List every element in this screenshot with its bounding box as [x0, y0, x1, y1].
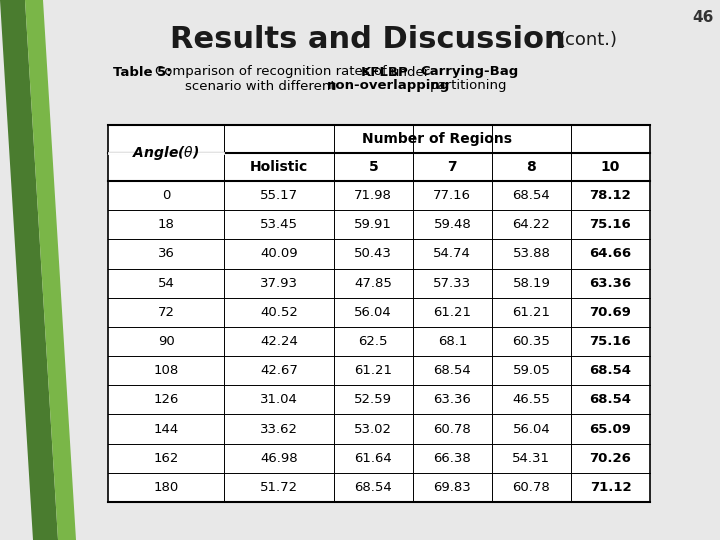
Text: Angle($\theta$): Angle($\theta$) — [132, 144, 200, 162]
Polygon shape — [0, 0, 58, 540]
Text: 37.93: 37.93 — [260, 276, 298, 289]
Text: 63.36: 63.36 — [590, 276, 631, 289]
Text: 77.16: 77.16 — [433, 189, 472, 202]
Text: 61.21: 61.21 — [433, 306, 472, 319]
Text: 52.59: 52.59 — [354, 393, 392, 407]
Text: 70.26: 70.26 — [590, 452, 631, 465]
Text: 68.1: 68.1 — [438, 335, 467, 348]
Text: 59.91: 59.91 — [354, 218, 392, 231]
Text: 7: 7 — [448, 160, 457, 174]
Text: 53.88: 53.88 — [513, 247, 550, 260]
Text: 75.16: 75.16 — [590, 335, 631, 348]
Text: 70.69: 70.69 — [590, 306, 631, 319]
Text: partitioning: partitioning — [430, 79, 508, 92]
Text: 72: 72 — [158, 306, 175, 319]
Polygon shape — [25, 0, 76, 540]
Text: Carrying-Bag: Carrying-Bag — [420, 65, 518, 78]
Text: 46.98: 46.98 — [260, 452, 298, 465]
Text: 31.04: 31.04 — [260, 393, 298, 407]
Text: Comparison of recognition rates of: Comparison of recognition rates of — [155, 65, 387, 78]
Text: 78.12: 78.12 — [590, 189, 631, 202]
Text: 40.09: 40.09 — [260, 247, 298, 260]
Text: 57.33: 57.33 — [433, 276, 472, 289]
Text: 75.16: 75.16 — [590, 218, 631, 231]
Text: 47.85: 47.85 — [354, 276, 392, 289]
Text: Holistic: Holistic — [250, 160, 308, 174]
Text: 42.24: 42.24 — [260, 335, 298, 348]
Text: 60.35: 60.35 — [513, 335, 550, 348]
Text: 5: 5 — [369, 160, 378, 174]
Text: 68.54: 68.54 — [513, 189, 550, 202]
Text: 66.38: 66.38 — [433, 452, 471, 465]
Text: 53.45: 53.45 — [260, 218, 298, 231]
Text: 162: 162 — [153, 452, 179, 465]
Text: 61.21: 61.21 — [354, 364, 392, 377]
Text: 50.43: 50.43 — [354, 247, 392, 260]
Text: 46.55: 46.55 — [513, 393, 550, 407]
Text: 64.22: 64.22 — [513, 218, 550, 231]
Text: 54: 54 — [158, 276, 174, 289]
Text: 90: 90 — [158, 335, 174, 348]
Text: 42.67: 42.67 — [260, 364, 298, 377]
Text: (cont.): (cont.) — [558, 31, 617, 49]
Text: 59.05: 59.05 — [513, 364, 550, 377]
Text: 58.19: 58.19 — [513, 276, 550, 289]
Text: 53.02: 53.02 — [354, 422, 392, 436]
Text: 10: 10 — [600, 160, 620, 174]
Text: 59.48: 59.48 — [433, 218, 471, 231]
Text: KFLBP: KFLBP — [361, 65, 409, 78]
Text: 33.62: 33.62 — [260, 422, 298, 436]
Text: 71.98: 71.98 — [354, 189, 392, 202]
Text: 68.54: 68.54 — [590, 393, 631, 407]
Text: 56.04: 56.04 — [354, 306, 392, 319]
Text: 51.72: 51.72 — [260, 481, 298, 494]
Text: non-overlapping: non-overlapping — [327, 79, 450, 92]
Text: 71.12: 71.12 — [590, 481, 631, 494]
Text: 60.78: 60.78 — [513, 481, 550, 494]
Text: 108: 108 — [153, 364, 179, 377]
Text: 8: 8 — [526, 160, 536, 174]
Text: 68.54: 68.54 — [590, 364, 631, 377]
Text: Results and Discussion: Results and Discussion — [170, 25, 566, 55]
Text: scenario with different: scenario with different — [185, 79, 336, 92]
Text: Table 5:: Table 5: — [113, 65, 171, 78]
Text: 180: 180 — [153, 481, 179, 494]
Text: 40.52: 40.52 — [260, 306, 298, 319]
Text: Number of Regions: Number of Regions — [362, 132, 512, 146]
Text: 56.04: 56.04 — [513, 422, 550, 436]
Text: 55.17: 55.17 — [260, 189, 298, 202]
Text: 60.78: 60.78 — [433, 422, 471, 436]
Text: 0: 0 — [162, 189, 171, 202]
Text: 63.36: 63.36 — [433, 393, 472, 407]
Text: 36: 36 — [158, 247, 174, 260]
Text: 61.64: 61.64 — [354, 452, 392, 465]
Text: 18: 18 — [158, 218, 174, 231]
Text: 68.54: 68.54 — [433, 364, 471, 377]
Text: 54.31: 54.31 — [513, 452, 550, 465]
Text: under: under — [391, 65, 431, 78]
Text: 54.74: 54.74 — [433, 247, 472, 260]
Text: 62.5: 62.5 — [359, 335, 388, 348]
Text: 126: 126 — [153, 393, 179, 407]
Text: 64.66: 64.66 — [590, 247, 631, 260]
Text: 144: 144 — [153, 422, 179, 436]
Text: 61.21: 61.21 — [513, 306, 550, 319]
Text: 46: 46 — [693, 10, 714, 25]
Bar — [108, 125, 650, 502]
Text: 68.54: 68.54 — [354, 481, 392, 494]
Text: 65.09: 65.09 — [590, 422, 631, 436]
Text: 69.83: 69.83 — [433, 481, 471, 494]
